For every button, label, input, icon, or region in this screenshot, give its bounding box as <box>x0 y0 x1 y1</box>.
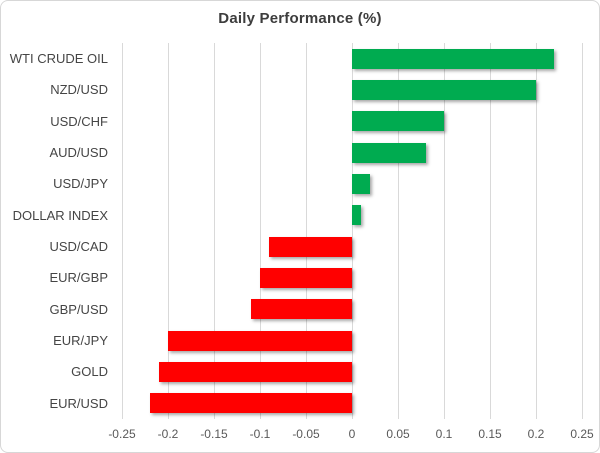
bar-wti-crude-oil <box>352 48 555 69</box>
category-label-aud-usd: AUD/USD <box>49 145 108 160</box>
x-tick-label-0.05: 0.05 <box>386 427 410 441</box>
bar-dollar-index <box>352 205 362 226</box>
bar-nzd-usd <box>352 80 536 100</box>
gridline-0 <box>352 43 353 419</box>
gridline--0.15 <box>214 43 215 419</box>
plot-area <box>122 43 583 419</box>
gridline--0.2 <box>168 43 169 419</box>
category-label-eur-gbp: EUR/GBP <box>49 270 108 286</box>
x-tick-label--0.1: -0.1 <box>249 427 271 441</box>
category-label-usd-chf: USD/CHF <box>50 113 108 129</box>
category-label-gbp-usd: GBP/USD <box>49 301 108 317</box>
category-label-usd-cad: USD/CAD <box>49 239 108 254</box>
gridline-0.1 <box>444 43 445 419</box>
category-label-eur-usd: EUR/USD <box>49 395 108 411</box>
bar-eur-jpy <box>168 330 352 351</box>
bar-usd-jpy <box>352 174 371 194</box>
bar-usd-cad <box>269 236 352 257</box>
bar-aud-usd <box>352 142 426 163</box>
x-tick-label--0.15: -0.15 <box>200 427 228 441</box>
category-label-nzd-usd: NZD/USD <box>50 82 108 98</box>
gridline-0.05 <box>398 43 399 419</box>
category-label-eur-jpy: EUR/JPY <box>53 333 108 348</box>
bar-gbp-usd <box>250 299 352 320</box>
gridline--0.05 <box>306 43 307 419</box>
x-tick-label-0.15: 0.15 <box>478 427 502 441</box>
bar-eur-gbp <box>260 268 352 288</box>
bar-gold <box>158 362 352 382</box>
x-tick-label--0.05: -0.05 <box>292 427 320 441</box>
category-label-dollar-index: DOLLAR INDEX <box>12 207 108 223</box>
gridline--0.1 <box>260 43 261 419</box>
x-tick-label-0.25: 0.25 <box>570 427 594 441</box>
x-tick-label-0.1: 0.1 <box>435 427 453 441</box>
x-tick-label--0.2: -0.2 <box>157 427 179 441</box>
gridline-0.2 <box>536 43 537 419</box>
bar-usd-chf <box>352 111 444 132</box>
gridline-0.15 <box>490 43 491 419</box>
gridline--0.25 <box>122 43 123 419</box>
bar-eur-usd <box>149 393 352 414</box>
category-label-wti-crude-oil: WTI CRUDE OIL <box>9 51 108 66</box>
category-label-usd-jpy: USD/JPY <box>53 176 108 192</box>
gridline-0.25 <box>582 43 583 419</box>
chart-title: Daily Performance (%) <box>218 10 382 27</box>
x-tick-label-0.2: 0.2 <box>527 427 545 441</box>
x-tick-label--0.25: -0.25 <box>108 427 136 441</box>
category-label-gold: GOLD <box>71 364 108 380</box>
x-tick-label-0: 0 <box>348 427 356 441</box>
